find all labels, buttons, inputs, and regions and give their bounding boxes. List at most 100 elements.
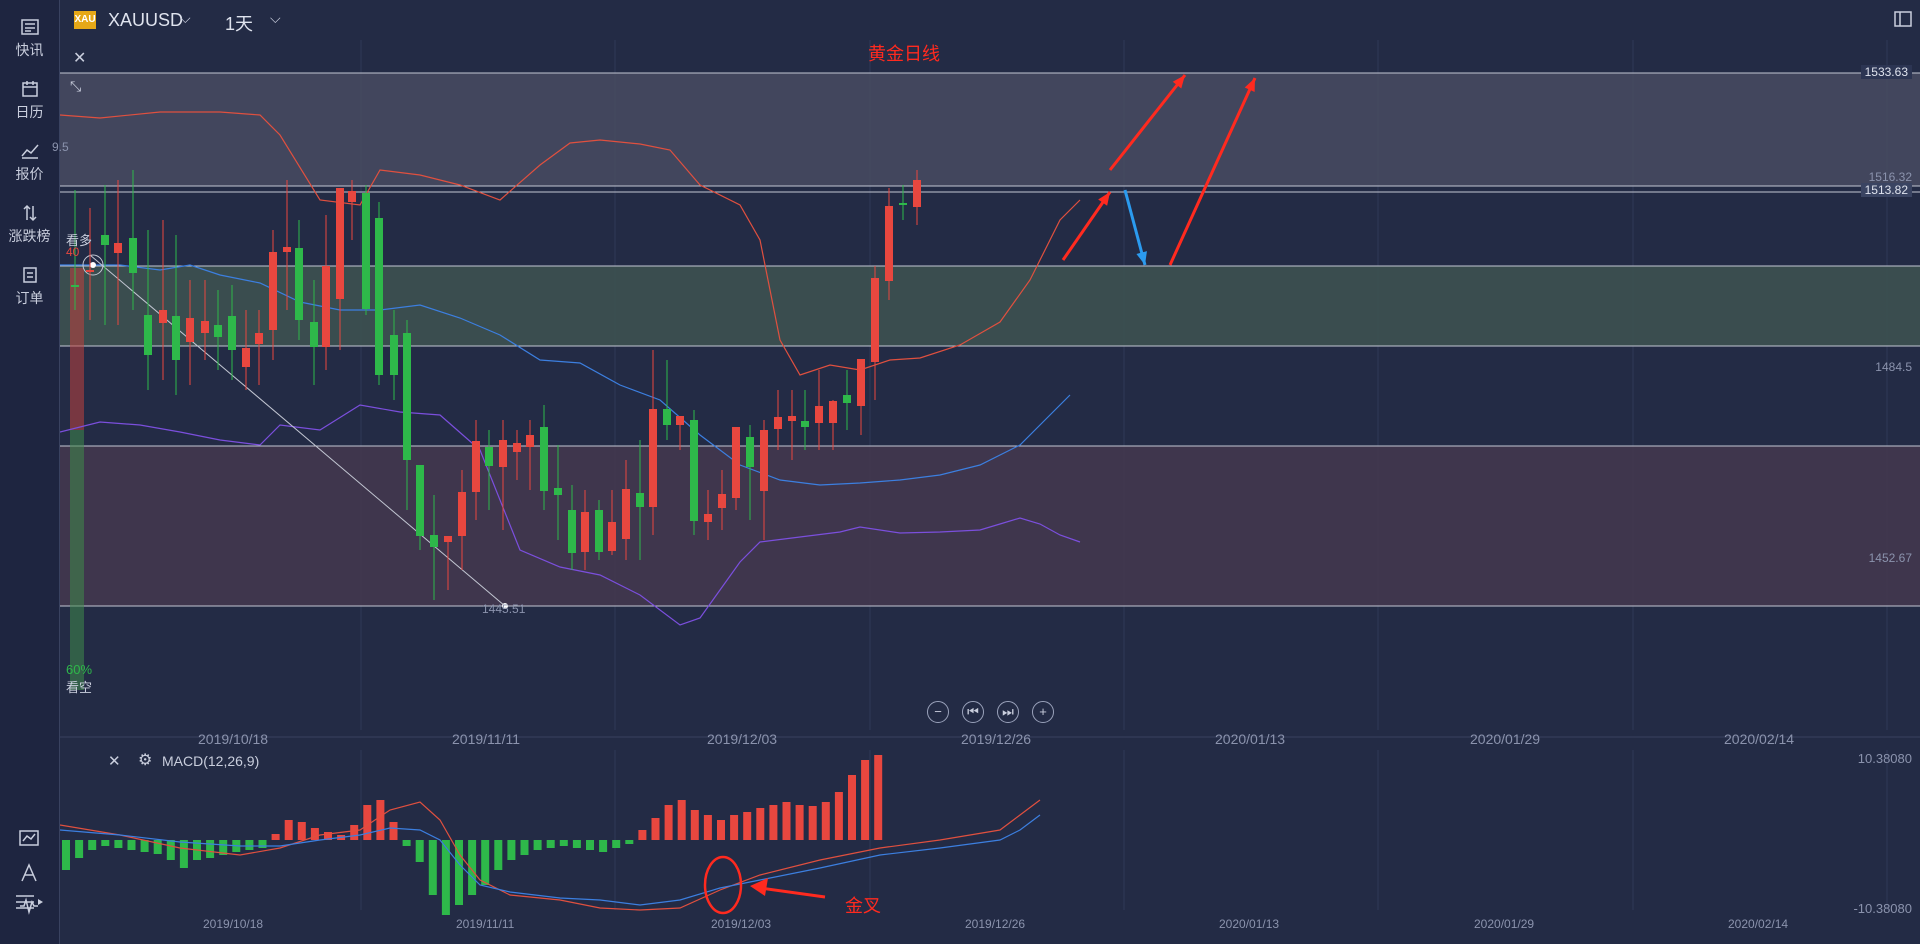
candle [871, 278, 879, 362]
date-axis-label: 2020/01/29 [1474, 917, 1535, 931]
macd-bar-positive [861, 760, 870, 840]
annotation-arrowhead [1136, 251, 1147, 265]
candle [554, 488, 562, 495]
candle [746, 437, 754, 467]
macd-bar-negative [402, 840, 411, 846]
price-chart-svg[interactable] [60, 40, 1920, 944]
chevron-down-icon[interactable]: ⌵ [270, 10, 281, 26]
drawing-tool-button[interactable] [10, 862, 48, 886]
candle [636, 493, 644, 507]
candle [499, 440, 507, 467]
candle [899, 203, 907, 205]
candle [568, 510, 576, 553]
macd-bar-negative [140, 840, 149, 852]
candle [390, 335, 398, 375]
menu-icon [16, 895, 43, 909]
sidebar-item-news[interactable]: 快讯 [0, 18, 59, 60]
macd-bar-negative [507, 840, 516, 860]
macd-bar-negative [612, 840, 621, 848]
macd-bar-positive [730, 815, 739, 840]
macd-bar-negative [179, 840, 188, 868]
macd-bar-negative [559, 840, 568, 846]
candle [676, 416, 684, 425]
macd-bar-positive [795, 805, 804, 840]
macd-bar-positive [874, 755, 883, 840]
calendar-icon [21, 81, 38, 97]
candle [885, 206, 893, 281]
collapse-icon[interactable]: ⤡ [70, 78, 82, 94]
price-label: 1516.32 [1868, 170, 1912, 184]
candle [362, 193, 370, 309]
date-axis-label: 2019/12/26 [961, 731, 1032, 747]
timeframe-selector[interactable]: 1天 [225, 14, 254, 34]
close-indicator-button[interactable]: ✕ [108, 753, 121, 770]
low-price-label: 1445.51 [482, 602, 526, 616]
candle [348, 191, 356, 202]
macd-bar-negative [62, 840, 70, 870]
date-axis-label: 2020/02/14 [1728, 917, 1789, 931]
macd-bar-positive [808, 806, 817, 840]
menu-toggle[interactable] [12, 892, 46, 912]
candle [144, 315, 152, 355]
macd-bar-positive [389, 822, 398, 840]
jump-start-button[interactable]: ⏮ [962, 701, 984, 723]
gear-icon[interactable]: ⚙ [138, 752, 153, 769]
macd-bar-negative [533, 840, 542, 850]
zoom-out-button[interactable]: − [927, 701, 949, 723]
symbol-selector[interactable]: XAUUSD [108, 10, 184, 30]
candle [71, 285, 79, 287]
macd-bar-negative [219, 840, 228, 855]
chevron-down-icon[interactable]: ⌵ [180, 10, 191, 26]
macd-bar-positive [664, 805, 673, 840]
macd-bar-positive [756, 808, 765, 840]
sidebar-item-rank[interactable]: 涨跌榜 [0, 204, 59, 246]
panel-toggle-icon[interactable] [1894, 10, 1912, 28]
jump-end-button[interactable]: ⏭ [997, 701, 1019, 723]
close-drawings-button[interactable]: ✕ [73, 50, 87, 67]
candle [540, 427, 548, 491]
candle [581, 512, 589, 552]
sidebar-item-orders[interactable]: 订单 [0, 266, 59, 308]
macd-bar-positive [310, 828, 319, 840]
chart-title: 黄金日线 [868, 44, 940, 64]
bear-percent: 60% [66, 662, 93, 677]
annotation-arrow [1123, 189, 1147, 266]
macd-bar-positive [821, 802, 830, 840]
date-axis-label: 2020/01/13 [1215, 731, 1286, 747]
candle [403, 333, 411, 460]
candle [86, 270, 94, 272]
indicator-button[interactable] [10, 828, 48, 852]
candle [322, 266, 330, 347]
date-axis-label: 2019/12/03 [707, 731, 778, 747]
candle [663, 409, 671, 425]
candle [829, 401, 837, 423]
macd-bar-positive [848, 775, 856, 840]
candle [513, 443, 521, 452]
candle [760, 430, 768, 491]
macd-bar-positive [677, 800, 686, 840]
date-axis-label: 2019/12/03 [711, 917, 772, 931]
price-label: 1452.67 [1868, 551, 1912, 565]
sidebar-item-calendar[interactable]: 日历 [0, 80, 59, 122]
zoom-in-button[interactable]: + [1032, 701, 1054, 723]
date-axis-label: 2019/11/11 [452, 731, 520, 747]
candle [774, 417, 782, 429]
macd-bar-positive [297, 822, 306, 840]
bollinger-upper [60, 111, 1081, 376]
indicator-icon [19, 830, 39, 846]
date-axis-label: 2020/02/14 [1724, 731, 1795, 747]
candle [788, 416, 796, 421]
date-axis-label: 2019/10/18 [203, 917, 264, 931]
macd-bar-positive [834, 792, 843, 840]
chart-area[interactable]: ✕ ⤡ 黄金日线 9.5 看多 40 60% 看空 1445.51 1533.6… [52, 40, 1920, 944]
macd-bar-negative [455, 840, 463, 905]
macd-bar-negative [520, 840, 529, 855]
sidebar-item-label: 订单 [15, 290, 44, 306]
macd-bar-positive [363, 805, 372, 840]
annotation-arrowhead [750, 878, 768, 896]
macd-bar-negative [415, 840, 424, 862]
macd-bar-negative [166, 840, 175, 860]
wave-tool-button[interactable] [10, 896, 48, 920]
candle [114, 243, 122, 253]
sidebar-item-quote[interactable]: 报价 [0, 142, 59, 184]
